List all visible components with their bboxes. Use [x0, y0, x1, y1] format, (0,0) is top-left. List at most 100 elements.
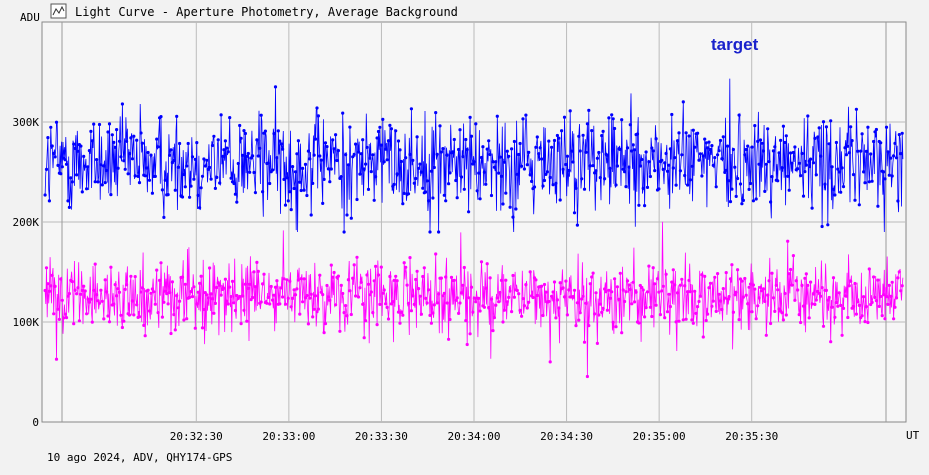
data-point	[248, 170, 252, 174]
data-point	[149, 153, 153, 157]
data-point	[525, 163, 529, 167]
data-point	[188, 195, 192, 199]
data-point	[575, 223, 580, 227]
data-point	[504, 278, 508, 282]
data-point	[522, 167, 527, 171]
data-point	[587, 108, 591, 112]
data-point	[66, 294, 70, 298]
data-point	[298, 312, 302, 316]
chart-icon[interactable]	[50, 3, 67, 19]
data-point	[256, 154, 260, 158]
data-point	[150, 287, 154, 291]
data-point	[637, 203, 641, 207]
data-point	[242, 308, 246, 312]
data-point	[846, 144, 850, 148]
data-point	[806, 283, 810, 287]
data-point	[517, 152, 521, 157]
data-point	[76, 286, 80, 290]
data-point	[872, 139, 876, 144]
data-point	[282, 277, 286, 281]
data-point	[323, 141, 328, 145]
data-point	[501, 320, 505, 324]
data-point	[120, 325, 124, 330]
data-point	[648, 305, 653, 309]
data-point	[142, 323, 146, 327]
data-point	[203, 164, 207, 168]
data-point	[102, 317, 106, 321]
data-point	[720, 157, 724, 161]
data-point	[225, 299, 229, 303]
data-point	[863, 320, 867, 324]
data-point	[406, 301, 411, 305]
data-point	[796, 288, 800, 292]
data-point	[886, 150, 890, 154]
data-point	[135, 303, 139, 307]
data-point	[746, 302, 750, 306]
data-point	[774, 283, 778, 287]
data-point	[119, 155, 123, 159]
data-point	[159, 261, 163, 265]
data-point	[445, 153, 449, 157]
data-point	[704, 141, 708, 145]
data-point	[106, 314, 110, 318]
data-point	[209, 292, 213, 296]
data-point	[737, 113, 741, 117]
data-point	[644, 150, 648, 154]
data-point	[572, 288, 577, 292]
data-point	[159, 115, 163, 119]
data-point	[467, 296, 471, 300]
data-point	[764, 333, 768, 337]
footer-caption: 10 ago 2024, ADV, QHY174-GPS	[47, 451, 232, 464]
data-point	[740, 202, 744, 206]
data-point	[64, 162, 69, 166]
legend-target: target	[711, 35, 759, 54]
data-point	[212, 134, 216, 138]
data-point	[288, 190, 292, 194]
data-point	[561, 167, 565, 171]
data-point	[665, 310, 670, 314]
data-point	[743, 276, 747, 281]
data-point	[501, 202, 505, 206]
data-point	[731, 310, 736, 314]
data-point	[766, 293, 770, 297]
data-point	[708, 281, 713, 285]
data-point	[362, 336, 366, 340]
data-point	[880, 314, 884, 318]
data-point	[767, 160, 771, 164]
data-point	[671, 268, 675, 272]
data-point	[753, 287, 757, 291]
data-point	[491, 160, 495, 164]
data-point	[54, 120, 59, 124]
data-point	[467, 210, 471, 214]
data-point	[783, 291, 787, 296]
data-point	[59, 277, 63, 281]
data-point	[724, 271, 728, 275]
data-point	[125, 283, 129, 287]
data-point	[495, 296, 499, 300]
data-point	[580, 297, 584, 301]
data-point	[80, 288, 84, 292]
data-point	[301, 300, 305, 304]
data-point	[787, 272, 791, 276]
data-point	[136, 174, 140, 178]
data-point	[339, 175, 343, 179]
data-point	[591, 271, 595, 275]
data-point	[623, 170, 627, 174]
data-point	[614, 325, 618, 329]
data-point	[441, 147, 445, 151]
data-point	[325, 283, 329, 288]
data-point	[318, 273, 322, 277]
data-point	[210, 143, 215, 148]
data-point	[233, 192, 237, 196]
data-point	[899, 289, 903, 293]
data-point	[690, 164, 694, 168]
data-point	[781, 318, 786, 322]
data-point	[93, 180, 97, 184]
data-point	[382, 288, 386, 292]
data-point	[810, 302, 814, 306]
data-point	[458, 301, 462, 305]
data-point	[86, 297, 90, 301]
data-point	[484, 286, 488, 290]
data-point	[132, 134, 136, 138]
data-point	[428, 313, 432, 317]
